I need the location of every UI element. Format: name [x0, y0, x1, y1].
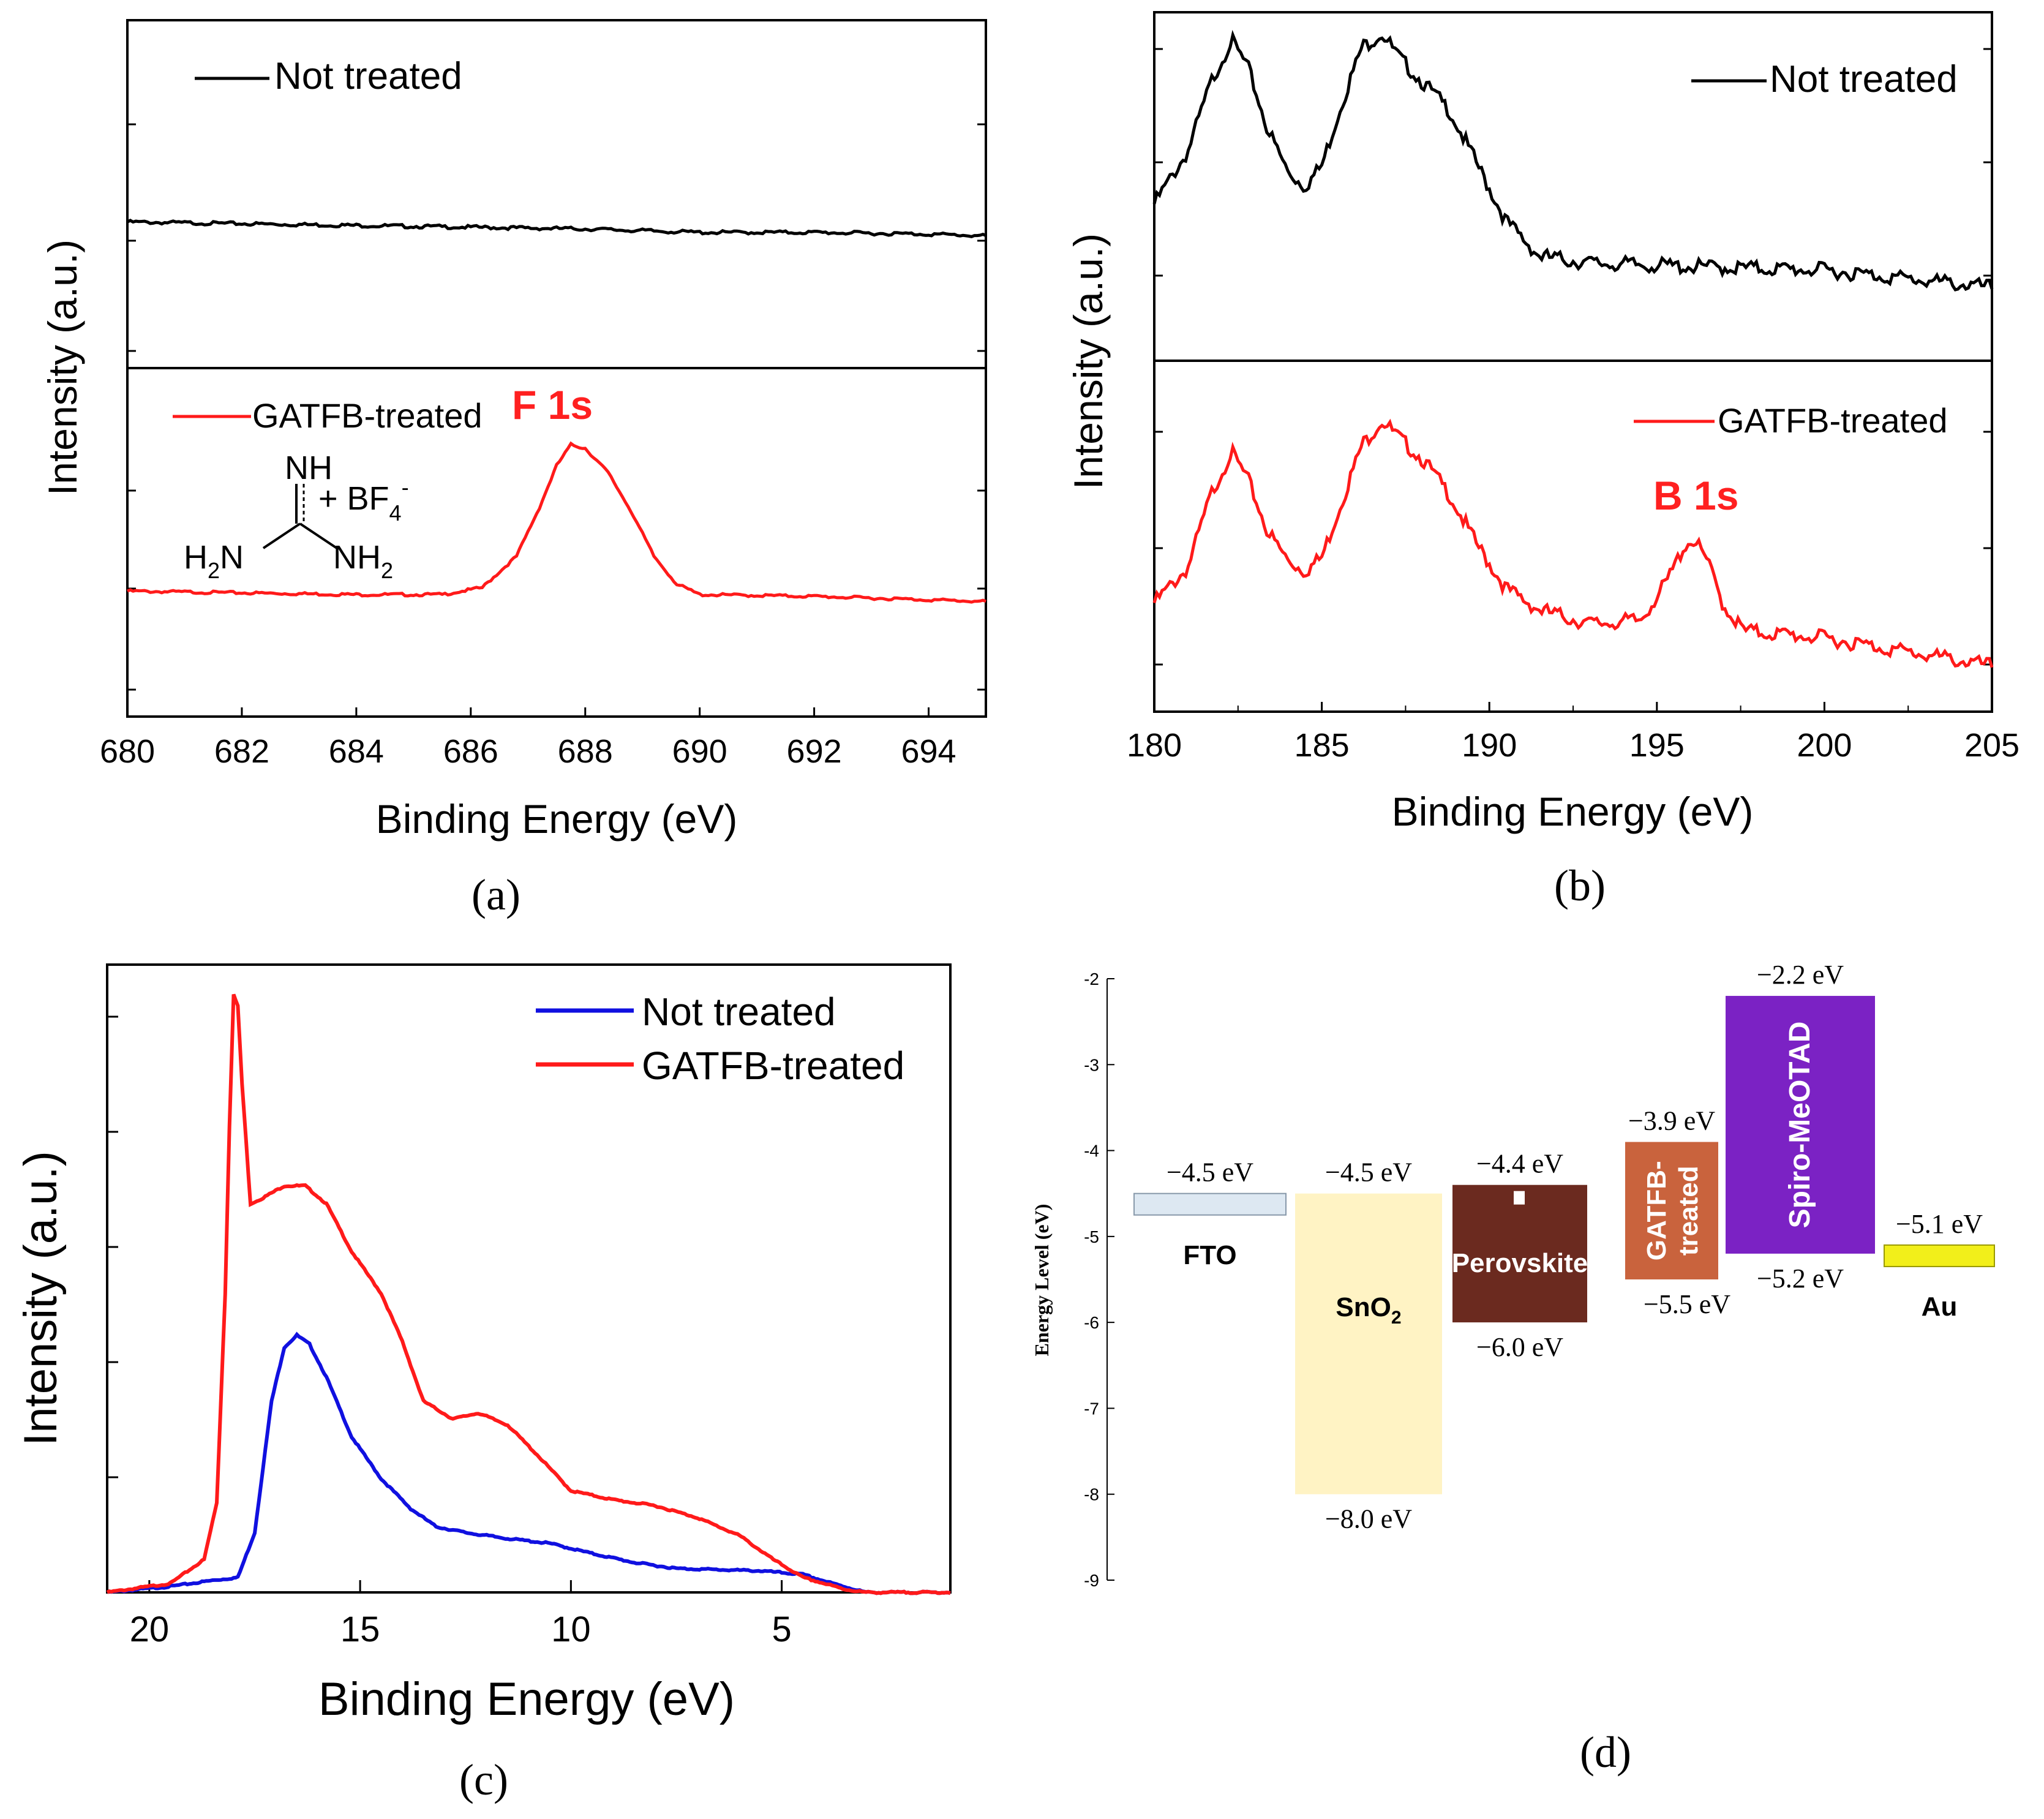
- panel-c-x-tick-label: 5: [772, 1610, 791, 1649]
- panel-c-y-axis-label: Intensity (a.u.): [15, 1151, 67, 1446]
- panel-a-x-tick-label: 680: [100, 733, 155, 770]
- panel-d-layers: −4.5 eV FTO −4.5 eV −8.0 eV SnO2 −4.4 eV −6.0 …: [1133, 960, 1995, 1534]
- panel-a-annotation-f1s: F 1s: [512, 382, 593, 427]
- energy-level-bar-sno: [1295, 1193, 1442, 1494]
- panel-b-x-tick-label: 205: [1964, 727, 2020, 764]
- panel-b-caption: (b): [1554, 861, 1606, 910]
- guanidinium-structure: NH + BF4- H2N NH2: [184, 450, 409, 583]
- panel-d-y-tick-label: -8: [1084, 1485, 1099, 1504]
- panel-d-y-tick-label: -4: [1084, 1142, 1099, 1161]
- panel-a-x-tick-label: 692: [787, 733, 842, 770]
- structure-nh2-right: NH2: [333, 539, 393, 583]
- energy-bottom-label: −5.5 eV: [1644, 1289, 1730, 1319]
- energy-top-label: −5.1 eV: [1896, 1209, 1983, 1239]
- energy-bottom-label: −5.2 eV: [1757, 1264, 1844, 1294]
- panel-d-ticks: -2 -3 -4 -5 -6 -7 -8 -9: [1084, 970, 1114, 1590]
- panel-b-x-axis-label: Binding Energy (eV): [1392, 789, 1754, 834]
- energy-level-bar-fto: [1133, 1192, 1287, 1216]
- panel-b-x-tick-label: 200: [1797, 727, 1852, 764]
- panel-c: Not treated GATFB-treated 20 15 10 5 Bindin…: [15, 963, 952, 1804]
- panel-b-x-tick-label: 180: [1127, 727, 1182, 764]
- panel-c-x-tick-label: 10: [551, 1610, 591, 1649]
- panel-c-x-tick-labels: 20 15 10 5: [130, 1610, 792, 1649]
- layer-name-line2: treated: [1674, 1166, 1704, 1256]
- panel-c-x-tick-label: 15: [340, 1610, 380, 1649]
- panel-a-not-treated-line: [126, 219, 987, 238]
- layer-name: FTO: [1183, 1240, 1236, 1270]
- layer-name: GATFB-: [1642, 1161, 1672, 1260]
- panel-a-x-axis-label: Binding Energy (eV): [376, 796, 738, 842]
- panel-b-treated-line: [1152, 418, 1994, 668]
- energy-top-label: −4.4 eV: [1476, 1149, 1563, 1179]
- panel-c-legend-not-treated: Not treated: [642, 990, 836, 1034]
- panel-c-x-tick-label: 20: [130, 1610, 170, 1649]
- panel-a-x-tick-label: 688: [558, 733, 613, 770]
- structure-bf4: + BF4-: [318, 475, 409, 525]
- energy-level-bar-spiro-meotad: [1726, 996, 1875, 1254]
- panel-a-caption: (a): [472, 870, 520, 919]
- layer-name: Au: [1922, 1292, 1958, 1322]
- panel-a-ticks: [126, 123, 986, 717]
- panel-a-x-tick-label: 684: [329, 733, 384, 770]
- structure-h2n-left: H2N: [184, 539, 244, 583]
- energy-level-bar-perovskite: [1452, 1184, 1587, 1323]
- structure-bond-right: [299, 522, 338, 549]
- energy-bottom-label: −6.0 eV: [1476, 1332, 1563, 1362]
- panel-c-caption: (c): [459, 1755, 508, 1804]
- energy-top-label: −3.9 eV: [1628, 1106, 1715, 1136]
- panel-a-x-tick-label: 682: [214, 733, 269, 770]
- panel-a-y-axis-label: Intensity (a.u.): [40, 239, 85, 495]
- panel-b-x-tick-label: 190: [1462, 727, 1517, 764]
- panel-a-x-tick-labels: 680 682 684 686 688 690 692 694: [100, 733, 956, 770]
- panel-b-x-tick-labels: 180 185 190 195 200 205: [1127, 727, 2020, 764]
- panel-b-y-axis-label: Intensity (a.u.): [1065, 233, 1111, 489]
- panel-c-frame: [106, 963, 952, 1594]
- panel-b-not-treated-line: [1152, 29, 1994, 292]
- perovskite-marker: [1514, 1191, 1525, 1205]
- panel-b-ticks: [1153, 48, 1993, 712]
- layer-name: Spiro-MeOTAD: [1784, 1022, 1816, 1229]
- energy-top-label: −4.5 eV: [1167, 1158, 1253, 1188]
- panel-a-legend-treated: GATFB-treated: [252, 396, 483, 435]
- panel-c-ticks: [107, 1015, 783, 1592]
- energy-bottom-label: −8.0 eV: [1325, 1504, 1412, 1534]
- panel-b: Not treated GATFB-treated B 1s 180 185 190…: [1065, 11, 2020, 910]
- panel-b-annotation-b1s: B 1s: [1653, 473, 1738, 518]
- panel-b-legend-treated: GATFB-treated: [1718, 401, 1948, 440]
- panel-c-legend-treated: GATFB-treated: [642, 1044, 904, 1088]
- energy-top-label: −4.5 eV: [1325, 1158, 1412, 1188]
- energy-top-label: −2.2 eV: [1757, 960, 1844, 990]
- panel-d-y-tick-label: -3: [1084, 1055, 1099, 1074]
- panel-a-x-tick-label: 686: [443, 733, 498, 770]
- layer-name: SnO2: [1336, 1292, 1401, 1328]
- layer-name: Perovskite: [1452, 1248, 1588, 1278]
- panel-c-x-axis-label: Binding Energy (eV): [318, 1673, 735, 1725]
- panel-d-y-tick-label: -2: [1084, 970, 1099, 989]
- panel-d-y-tick-label: -5: [1084, 1227, 1099, 1246]
- panel-d-y-axis-label: Energy Level (eV): [1031, 1204, 1053, 1357]
- panel-a: Not treated GATFB-treated F 1s NH + BF4-…: [40, 19, 987, 919]
- energy-level-bar-gatfb: [1625, 1142, 1718, 1279]
- panel-b-x-tick-label: 195: [1629, 727, 1685, 764]
- panel-d-y-tick-label: -9: [1084, 1571, 1099, 1590]
- panel-b-legend-not-treated: Not treated: [1770, 58, 1958, 100]
- panel-c-treated-line: [106, 993, 951, 1595]
- panel-d-y-tick-label: -6: [1084, 1313, 1099, 1332]
- panel-a-legend-not-treated: Not treated: [274, 55, 462, 97]
- panel-a-x-tick-label: 694: [901, 733, 956, 770]
- structure-nh-label: NH: [285, 450, 333, 486]
- panel-d-caption: (d): [1580, 1728, 1631, 1777]
- panel-d-y-tick-label: -7: [1084, 1399, 1099, 1418]
- panel-a-treated-line: [126, 441, 986, 604]
- panel-b-x-tick-label: 185: [1294, 727, 1350, 764]
- panel-d: -2 -3 -4 -5 -6 -7 -8 -9 Energy Level (eV) −4.5 …: [1031, 960, 1995, 1777]
- structure-bond-left: [262, 522, 301, 549]
- panel-c-not-treated-line: [106, 1331, 951, 1595]
- energy-level-bar-au: [1884, 1244, 1995, 1267]
- panel-a-x-tick-label: 690: [672, 733, 727, 770]
